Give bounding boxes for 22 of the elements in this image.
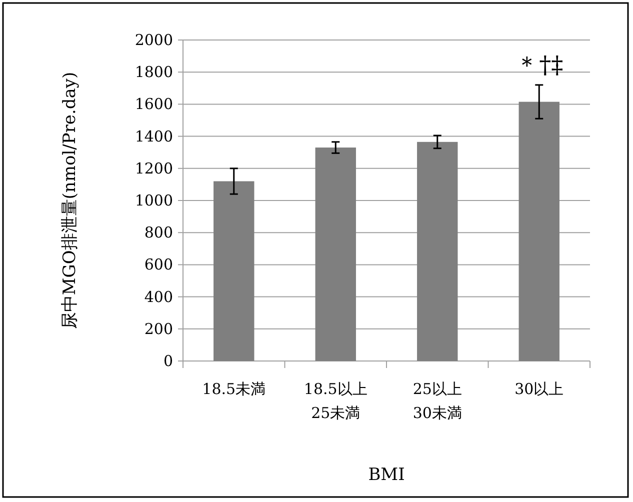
x-tick-label: 18.5以上 25未満 (304, 380, 368, 422)
y-tick-label: 1200 (134, 159, 173, 178)
bar (315, 148, 356, 361)
y-tick-label: 400 (144, 288, 173, 306)
x-tick-label: 30以上 (514, 380, 564, 398)
bar (518, 102, 560, 361)
y-tick-label: 1400 (134, 127, 173, 146)
y-tick-label: 1800 (134, 63, 173, 82)
bar (214, 181, 254, 361)
x-axis-title: BMI (368, 465, 405, 485)
x-tick-label: 18.5未満 (202, 380, 266, 398)
annotation: ＊†‡ (515, 50, 564, 79)
y-tick-label: 0 (163, 352, 173, 370)
y-tick-label: 200 (144, 320, 173, 338)
y-tick-label: 800 (144, 224, 173, 242)
bar (417, 142, 458, 361)
y-tick-label: 600 (144, 256, 173, 274)
x-tick-label: 25以上 30未満 (412, 380, 462, 422)
y-tick-label: 1600 (134, 95, 173, 114)
y-tick-label: 2000 (134, 31, 173, 49)
y-axis-title: 尿中MGO排泄量(nmol/Pre.day) (60, 72, 80, 330)
y-tick-label: 1000 (134, 192, 173, 210)
